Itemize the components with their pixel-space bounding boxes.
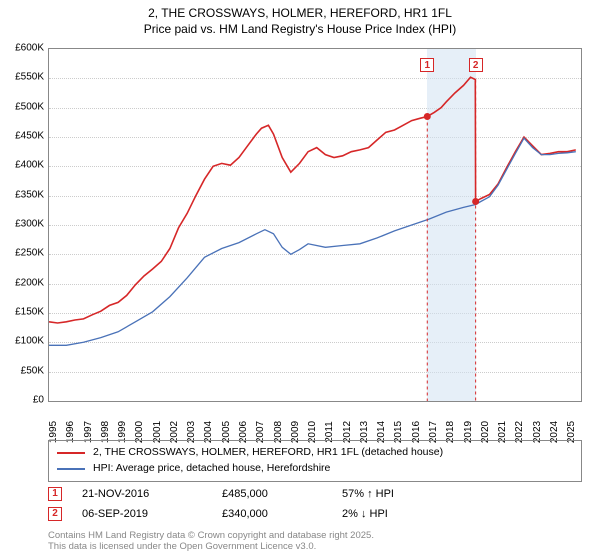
sale-price-2: £340,000 xyxy=(222,508,342,520)
sale-marker-1: 1 xyxy=(48,487,62,501)
sale-dot xyxy=(472,198,479,205)
sale-row-1: 1 21-NOV-2016 £485,000 57% ↑ HPI xyxy=(48,484,582,504)
sale-marker-box: 2 xyxy=(469,58,483,72)
title-line1: 2, THE CROSSWAYS, HOLMER, HEREFORD, HR1 … xyxy=(0,6,600,22)
title-block: 2, THE CROSSWAYS, HOLMER, HEREFORD, HR1 … xyxy=(0,0,600,37)
ytick-label: £450K xyxy=(4,131,44,142)
legend-row-hpi: HPI: Average price, detached house, Here… xyxy=(57,461,573,477)
sale-price-1: £485,000 xyxy=(222,488,342,500)
ytick-label: £200K xyxy=(4,277,44,288)
ytick-label: £0 xyxy=(4,395,44,406)
sale-row-2: 2 06-SEP-2019 £340,000 2% ↓ HPI xyxy=(48,504,582,524)
ytick-label: £250K xyxy=(4,248,44,259)
sale-date-2: 06-SEP-2019 xyxy=(82,508,222,520)
plot-area: 12 xyxy=(48,48,582,402)
sales-table: 1 21-NOV-2016 £485,000 57% ↑ HPI 2 06-SE… xyxy=(48,484,582,524)
footer-line1: Contains HM Land Registry data © Crown c… xyxy=(48,530,374,541)
sale-hpi-1: 57% ↑ HPI xyxy=(342,488,462,500)
ytick-label: £300K xyxy=(4,219,44,230)
ytick-label: £550K xyxy=(4,72,44,83)
sale-marker-2: 2 xyxy=(48,507,62,521)
legend-label-property: 2, THE CROSSWAYS, HOLMER, HEREFORD, HR1 … xyxy=(93,445,443,461)
ytick-label: £600K xyxy=(4,43,44,54)
legend-row-property: 2, THE CROSSWAYS, HOLMER, HEREFORD, HR1 … xyxy=(57,445,573,461)
sale-marker-box: 1 xyxy=(420,58,434,72)
title-line2: Price paid vs. HM Land Registry's House … xyxy=(0,22,600,38)
sale-date-1: 21-NOV-2016 xyxy=(82,488,222,500)
series-hpi xyxy=(49,138,576,345)
sale-dot xyxy=(424,113,431,120)
legend-label-hpi: HPI: Average price, detached house, Here… xyxy=(93,461,330,477)
chart-container: 2, THE CROSSWAYS, HOLMER, HEREFORD, HR1 … xyxy=(0,0,600,560)
ytick-label: £150K xyxy=(4,307,44,318)
legend-swatch-hpi xyxy=(57,468,85,470)
legend: 2, THE CROSSWAYS, HOLMER, HEREFORD, HR1 … xyxy=(48,440,582,482)
ytick-label: £400K xyxy=(4,160,44,171)
ytick-label: £500K xyxy=(4,101,44,112)
ytick-label: £350K xyxy=(4,189,44,200)
ytick-label: £100K xyxy=(4,336,44,347)
footer: Contains HM Land Registry data © Crown c… xyxy=(48,530,374,553)
series-property xyxy=(49,77,576,323)
ytick-label: £50K xyxy=(4,365,44,376)
footer-line2: This data is licensed under the Open Gov… xyxy=(48,541,374,552)
line-layer xyxy=(49,49,581,401)
legend-swatch-property xyxy=(57,452,85,454)
sale-hpi-2: 2% ↓ HPI xyxy=(342,508,462,520)
